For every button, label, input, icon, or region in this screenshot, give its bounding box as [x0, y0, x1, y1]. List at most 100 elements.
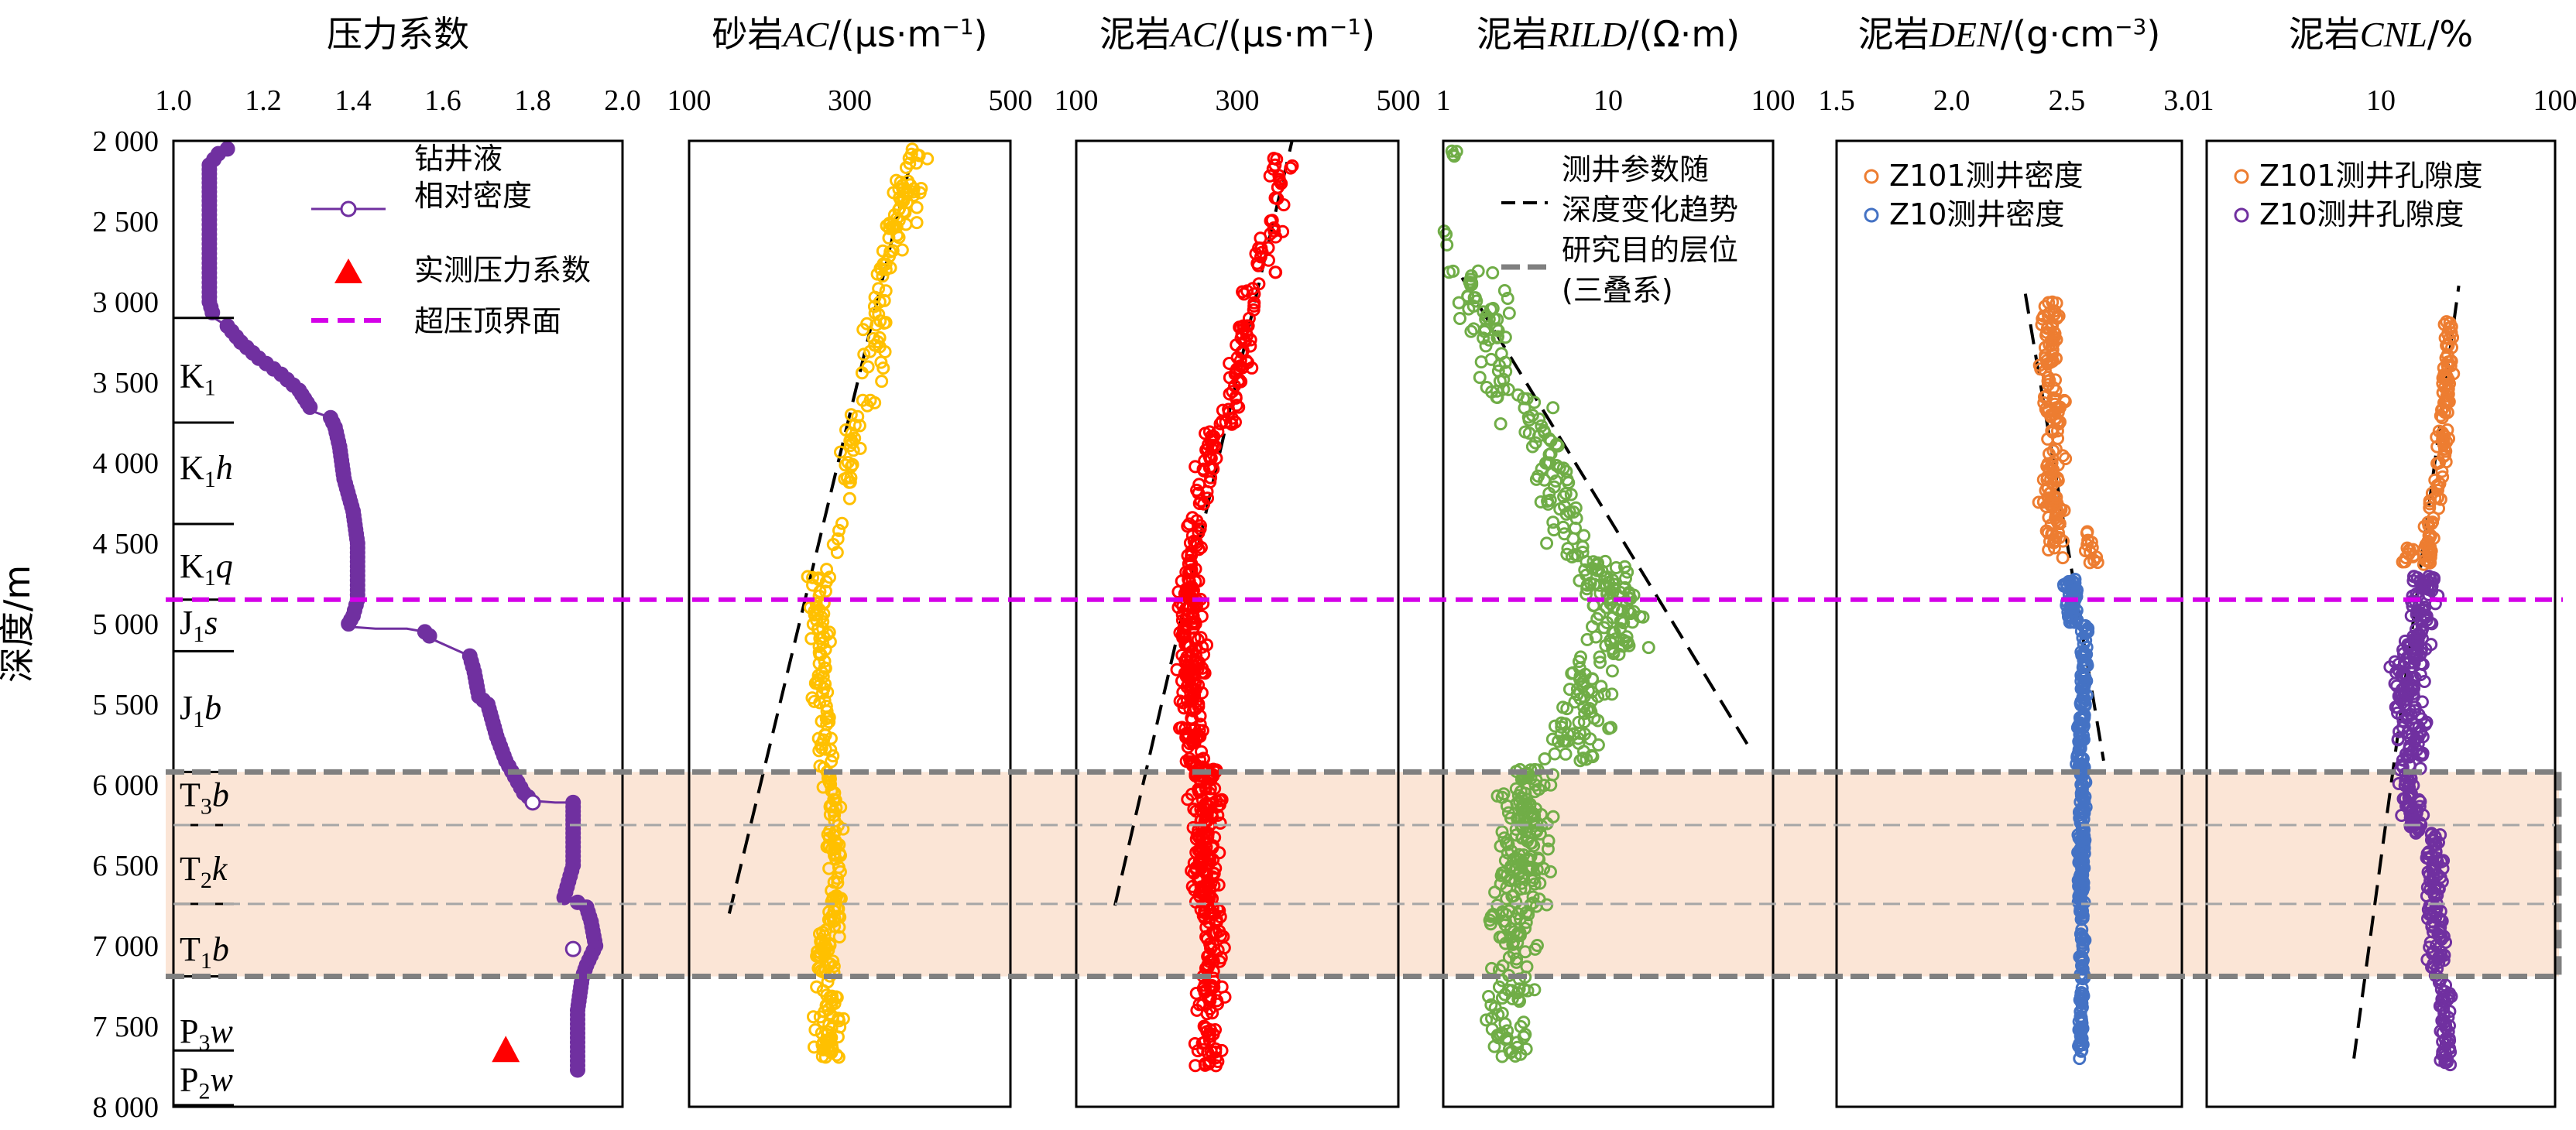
x-tick-label: 1.0: [155, 84, 192, 117]
panel-frame: [172, 139, 624, 1108]
data-point: [1605, 687, 1619, 701]
data-point: [815, 1026, 828, 1040]
drilling-fluid-marker: [204, 304, 221, 320]
data-point: [844, 471, 858, 485]
x-tick-label: 1: [1436, 84, 1451, 117]
panel-title-part: /(μs·m: [1216, 13, 1329, 55]
data-point: [2419, 717, 2433, 731]
panel-title-part: 泥岩: [1477, 13, 1548, 55]
data-point: [2036, 495, 2050, 508]
data-point: [812, 573, 826, 587]
data-point: [2410, 821, 2423, 835]
strata-label-formation: h: [216, 449, 233, 487]
data-point: [2080, 525, 2094, 539]
panel-title: 泥岩AC/(μs·m−1): [1099, 13, 1375, 55]
panel-title-part: −1: [1329, 14, 1361, 39]
data-point: [1533, 876, 1547, 890]
data-point: [2440, 435, 2454, 449]
data-point: [1264, 214, 1278, 228]
data-point: [863, 393, 877, 407]
data-point: [1228, 415, 1242, 429]
panel-title: 泥岩CNL/%: [2289, 13, 2473, 55]
data-point: [1528, 983, 1542, 997]
data-point: [1232, 400, 1246, 414]
data-point: [2427, 864, 2441, 878]
data-point: [1464, 324, 1478, 338]
data-point: [1209, 861, 1223, 875]
data-point: [2426, 515, 2440, 529]
data-point: [822, 715, 836, 729]
data-point: [1495, 790, 1509, 804]
data-point: [1557, 527, 1571, 541]
data-point: [1195, 745, 1209, 758]
data-point: [1561, 542, 1575, 556]
data-point: [1196, 752, 1210, 765]
depth-tick-label: 3 000: [93, 286, 159, 319]
data-point: [1213, 910, 1227, 924]
data-point: [1511, 789, 1525, 803]
panel-marks-mud-rild: [1437, 144, 1749, 1063]
data-point: [1464, 269, 1478, 282]
data-point: [2049, 296, 2063, 310]
drilling-fluid-marker: [421, 628, 437, 644]
depth-tick-label: 7 500: [93, 1011, 159, 1043]
data-point: [1261, 253, 1275, 267]
data-point: [2075, 930, 2089, 944]
data-point: [2406, 779, 2420, 793]
depth-tick-label: 6 500: [93, 850, 159, 882]
data-point: [1274, 176, 1288, 190]
data-point: [848, 431, 862, 445]
data-point: [1192, 478, 1206, 491]
data-point: [863, 344, 877, 358]
data-point: [806, 1010, 820, 1024]
data-point: [826, 537, 840, 551]
strata-label: K1q: [180, 547, 233, 591]
data-point: [899, 217, 913, 231]
strata-label-base: T: [180, 930, 201, 968]
data-point: [2392, 776, 2406, 790]
data-point: [1555, 720, 1569, 734]
legend-triangle-glyph: [334, 259, 362, 283]
data-point: [1546, 401, 1560, 415]
data-point: [1549, 459, 1563, 473]
panel-title-part: ): [974, 13, 988, 55]
data-point: [1498, 854, 1512, 868]
data-point: [2072, 1039, 2086, 1053]
data-point: [1542, 447, 1556, 461]
data-point: [832, 930, 846, 943]
data-point: [1473, 371, 1487, 385]
data-point: [1238, 334, 1252, 348]
data-point: [1591, 563, 1605, 577]
data-point: [1182, 661, 1196, 675]
data-point: [812, 927, 826, 941]
panel-frame: [1835, 139, 2183, 1108]
x-tick-label: 1.2: [245, 84, 282, 117]
panel-marks-mud-ac: [1113, 140, 1299, 1073]
data-point: [1194, 774, 1208, 788]
data-point: [1528, 396, 1542, 409]
data-point: [2441, 992, 2454, 1006]
data-point: [828, 786, 842, 800]
data-point: [2071, 719, 2085, 733]
legend-drilling-fluid-line2: 相对密度: [414, 179, 532, 213]
x-tick-label: 1.5: [1818, 84, 1855, 117]
data-point: [2405, 681, 2419, 695]
data-point: [1207, 867, 1221, 881]
data-point: [1173, 721, 1187, 735]
data-point: [1214, 951, 1228, 965]
data-point: [2049, 442, 2063, 456]
panel-marks-sand-ac: [727, 142, 935, 1064]
data-point: [855, 366, 869, 380]
data-point: [2404, 732, 2418, 746]
data-point: [872, 282, 886, 296]
data-point: [1200, 830, 1214, 844]
data-point: [821, 685, 835, 699]
data-point: [1502, 950, 1516, 964]
data-point: [1463, 276, 1477, 289]
panel-frame: [1442, 139, 1775, 1108]
data-point: [1548, 747, 1562, 761]
data-point: [1449, 145, 1463, 159]
data-point: [1520, 392, 1534, 406]
data-point: [2431, 491, 2445, 505]
